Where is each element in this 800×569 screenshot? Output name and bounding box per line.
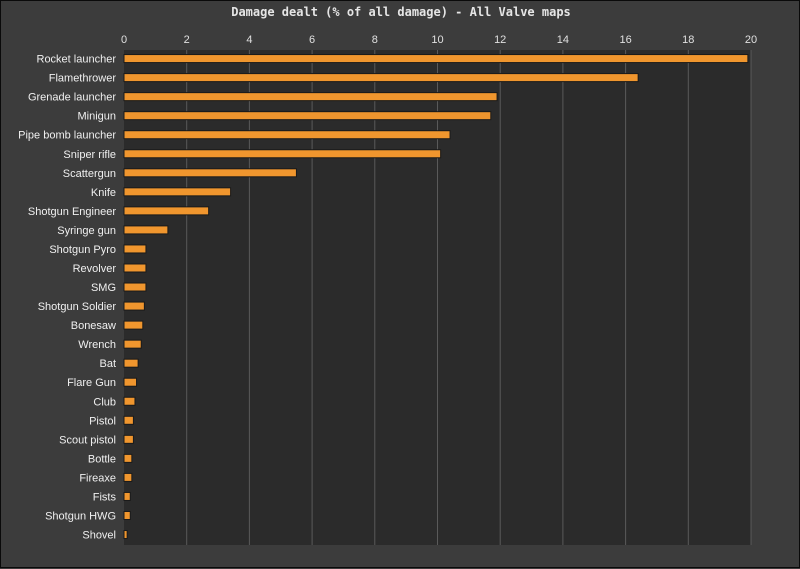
category-label: Shotgun Soldier (38, 301, 117, 313)
category-label: Pipe bomb launcher (18, 130, 116, 142)
x-tick-label: 20 (745, 34, 757, 46)
x-tick-label: 8 (372, 34, 378, 46)
bar (123, 54, 749, 64)
bar (123, 187, 232, 197)
category-label: Knife (91, 187, 116, 199)
category-label: Club (93, 396, 116, 408)
x-tick-label: 18 (682, 34, 694, 46)
bar (123, 225, 169, 235)
category-label: Pistol (89, 415, 116, 427)
category-label: Minigun (77, 111, 116, 123)
category-label: Bat (99, 358, 116, 370)
category-label: SMG (91, 282, 116, 294)
category-label: Sniper rifle (63, 149, 116, 161)
bars (123, 54, 749, 540)
bar (123, 320, 144, 330)
category-label: Fists (93, 491, 117, 503)
x-tick-label: 0 (121, 34, 127, 46)
bar (123, 510, 131, 520)
bar (123, 491, 131, 501)
x-tick-label: 10 (431, 34, 443, 46)
bar (123, 130, 451, 140)
x-tick-label: 14 (557, 34, 569, 46)
x-tick-label: 6 (309, 34, 315, 46)
category-label: Shotgun Engineer (28, 206, 116, 218)
bar (123, 73, 639, 83)
x-tick-label: 4 (246, 34, 252, 46)
bar (123, 168, 297, 178)
x-tick-label: 16 (619, 34, 631, 46)
category-label: Flare Gun (67, 377, 116, 389)
bar (123, 472, 133, 482)
bar (123, 530, 128, 540)
bar (123, 282, 147, 292)
x-axis-ticks: 0 2 4 6 8 10 12 14 16 18 20 (121, 34, 757, 46)
category-label: Bottle (88, 453, 116, 465)
bar (123, 244, 147, 254)
category-labels: Rocket launcher Flamethrower Grenade launc… (18, 54, 116, 542)
category-label: Shotgun HWG (45, 510, 116, 522)
x-tick-label: 12 (494, 34, 506, 46)
category-label: Bonesaw (71, 320, 116, 332)
x-tick-label: 2 (184, 34, 190, 46)
bar (123, 206, 210, 216)
category-label: Revolver (73, 263, 117, 275)
bar (123, 92, 498, 102)
category-label: Scout pistol (59, 434, 116, 446)
category-label: Flamethrower (49, 73, 117, 85)
category-label: Shotgun Pyro (49, 244, 116, 256)
bar (123, 301, 145, 311)
bar (123, 434, 134, 444)
category-label: Rocket launcher (37, 54, 117, 66)
category-label: Syringe gun (57, 225, 116, 237)
bar (123, 453, 133, 463)
bar (123, 111, 492, 121)
bar (123, 263, 147, 273)
category-label: Grenade launcher (28, 92, 116, 104)
bar (123, 396, 136, 406)
bar (123, 339, 142, 349)
bar (123, 377, 138, 387)
category-label: Wrench (78, 339, 116, 351)
category-label: Fireaxe (79, 472, 116, 484)
category-label: Scattergun (63, 168, 116, 180)
category-label: Shovel (82, 530, 116, 542)
bar (123, 358, 139, 368)
bar (123, 415, 134, 425)
chart-title: Damage dealt (% of all damage) - All Val… (231, 5, 571, 19)
bar (123, 149, 442, 159)
